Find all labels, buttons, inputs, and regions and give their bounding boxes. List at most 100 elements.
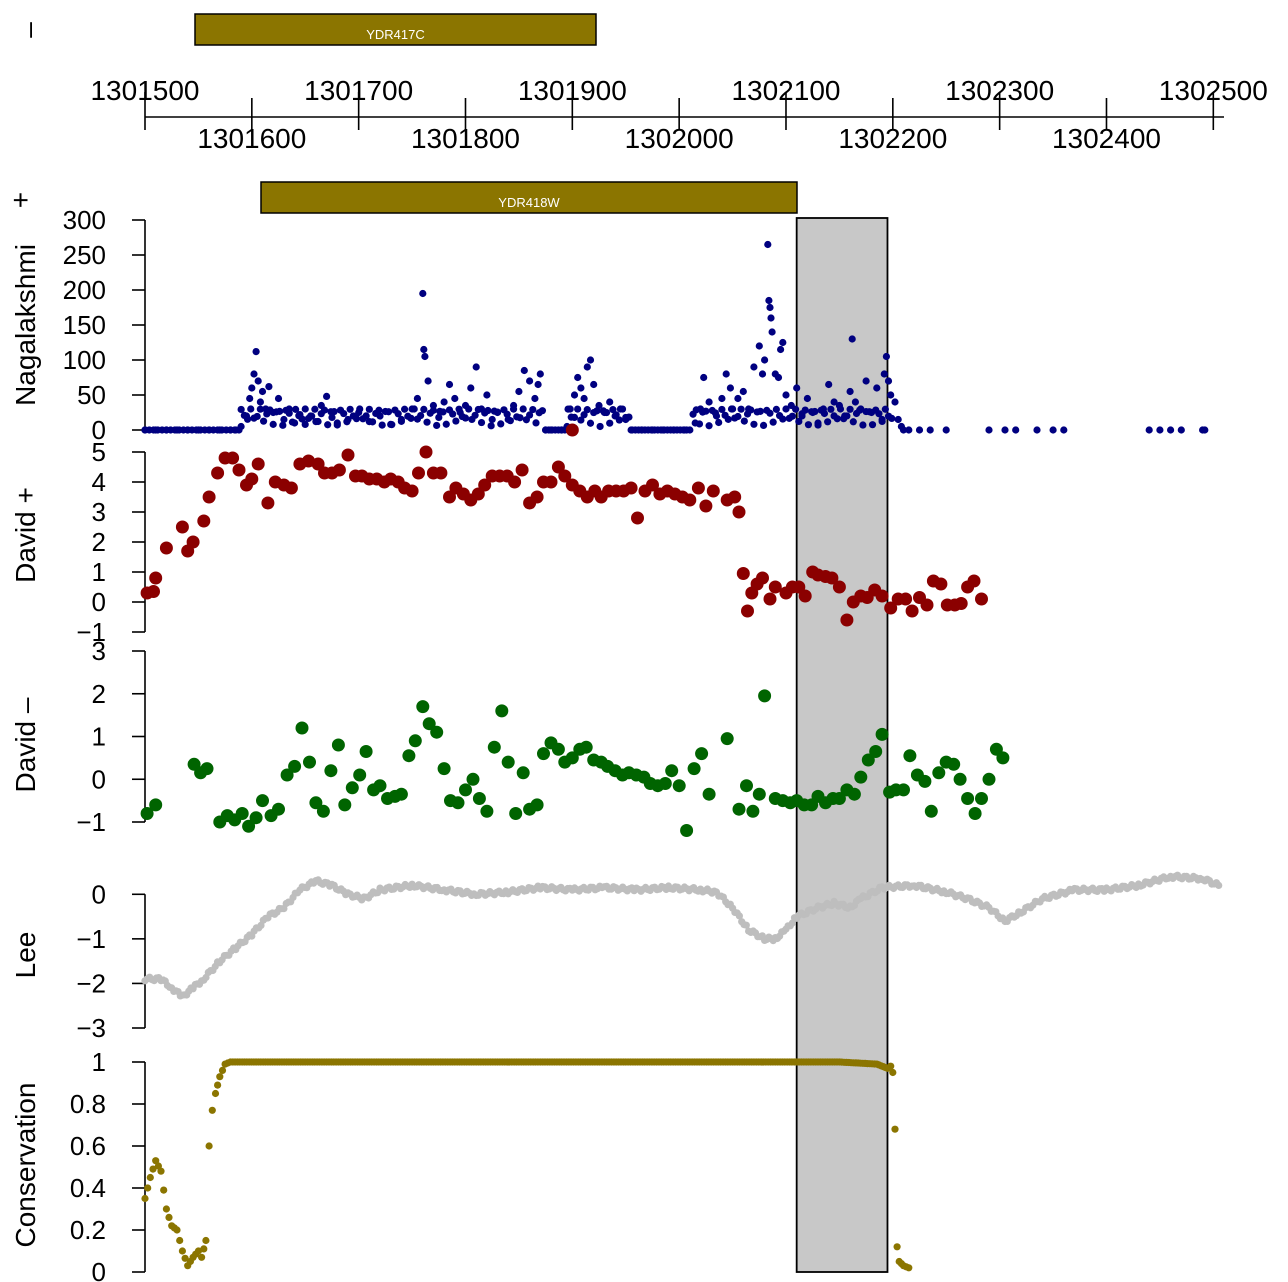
point-david-minus	[200, 762, 214, 776]
point-nagalakshmi	[243, 415, 252, 423]
point-nagalakshmi	[888, 414, 896, 423]
point-david-plus	[261, 496, 275, 510]
point-lee	[1215, 881, 1223, 890]
point-nagalakshmi	[985, 426, 993, 434]
coord-label-bottom: 1302400	[1052, 123, 1161, 154]
point-david-minus	[408, 734, 422, 748]
point-nagalakshmi	[761, 356, 769, 364]
point-david-plus	[920, 598, 934, 612]
point-nagalakshmi	[253, 412, 261, 421]
point-nagalakshmi	[804, 421, 813, 429]
point-nagalakshmi	[477, 418, 486, 427]
point-david-minus	[832, 792, 846, 805]
point-nagalakshmi	[755, 342, 763, 350]
point-conservation	[211, 1089, 220, 1098]
point-nagalakshmi	[570, 391, 579, 399]
point-nagalakshmi	[846, 387, 854, 396]
point-david-plus	[706, 484, 720, 498]
point-david-plus	[832, 580, 846, 594]
point-nagalakshmi	[820, 409, 829, 418]
point-nagalakshmi	[774, 373, 783, 382]
point-nagalakshmi	[795, 417, 803, 426]
point-david-plus	[728, 490, 742, 504]
point-nagalakshmi	[615, 416, 623, 424]
point-conservation	[157, 1167, 165, 1175]
point-nagalakshmi	[301, 420, 309, 428]
point-nagalakshmi	[625, 413, 633, 421]
point-david-minus	[402, 749, 416, 763]
point-nagalakshmi	[739, 387, 747, 396]
point-nagalakshmi	[777, 345, 785, 354]
point-conservation	[160, 1186, 168, 1194]
point-nagalakshmi	[420, 345, 428, 354]
point-david-minus	[249, 811, 263, 825]
y-tick-label-conservation: 0.8	[70, 1089, 106, 1119]
point-nagalakshmi	[311, 405, 319, 413]
point-david-minus	[918, 774, 932, 788]
point-nagalakshmi	[782, 391, 790, 399]
point-nagalakshmi	[483, 391, 491, 399]
point-david-minus	[687, 762, 701, 776]
y-tick-label-nagalakshmi: 300	[63, 205, 106, 235]
point-nagalakshmi	[891, 398, 899, 406]
point-david-minus	[565, 751, 579, 765]
point-david-minus	[416, 700, 430, 714]
point-lee	[742, 921, 750, 929]
point-nagalakshmi	[577, 416, 585, 424]
point-lee	[735, 912, 744, 920]
point-nagalakshmi	[538, 407, 547, 415]
point-conservation	[905, 1264, 913, 1272]
point-david-plus	[311, 457, 325, 471]
point-david-minus	[256, 794, 269, 808]
point-david-minus	[451, 796, 465, 810]
point-david-plus	[478, 478, 492, 492]
point-david-minus	[752, 787, 766, 801]
point-conservation	[202, 1236, 210, 1245]
point-nagalakshmi	[851, 398, 860, 406]
point-nagalakshmi	[246, 394, 254, 403]
point-david-plus	[508, 475, 522, 489]
point-nagalakshmi	[856, 406, 864, 414]
highlight-region	[795, 217, 889, 1273]
point-david-plus	[530, 490, 544, 504]
point-nagalakshmi	[520, 366, 528, 375]
point-nagalakshmi	[368, 418, 377, 426]
y-label-david-minus: David –	[10, 697, 41, 792]
point-nagalakshmi	[570, 413, 579, 422]
coord-label-bottom: 1301600	[197, 123, 306, 154]
point-nagalakshmi	[451, 394, 459, 403]
point-nagalakshmi	[766, 303, 774, 312]
point-nagalakshmi	[471, 411, 479, 419]
point-conservation	[198, 1253, 206, 1261]
point-nagalakshmi	[320, 406, 329, 414]
point-nagalakshmi	[449, 410, 457, 418]
point-nagalakshmi	[618, 405, 627, 413]
point-nagalakshmi	[265, 383, 273, 391]
point-david-minus	[875, 727, 889, 741]
point-david-plus	[159, 541, 173, 555]
point-nagalakshmi	[686, 426, 694, 434]
gene-label-ydr417c: YDR417C	[366, 27, 425, 42]
point-nagalakshmi	[280, 415, 288, 424]
point-david-minus	[847, 787, 861, 801]
point-nagalakshmi	[274, 394, 283, 403]
point-conservation	[146, 1173, 154, 1182]
point-david-plus	[175, 520, 189, 534]
point-david-plus	[768, 580, 782, 594]
point-david-minus	[309, 796, 323, 810]
point-nagalakshmi	[811, 407, 819, 416]
point-nagalakshmi	[759, 421, 768, 429]
point-nagalakshmi	[779, 338, 787, 347]
point-nagalakshmi	[692, 406, 700, 414]
point-david-plus	[149, 571, 163, 585]
point-david-plus	[798, 589, 812, 603]
y-tick-label-david-plus: 5	[92, 437, 106, 467]
point-david-plus	[226, 451, 240, 465]
point-nagalakshmi	[899, 426, 908, 434]
point-david-minus	[680, 824, 694, 837]
point-david-minus	[373, 779, 387, 793]
point-conservation	[218, 1066, 227, 1074]
point-nagalakshmi	[279, 421, 287, 429]
point-nagalakshmi	[1012, 426, 1020, 434]
